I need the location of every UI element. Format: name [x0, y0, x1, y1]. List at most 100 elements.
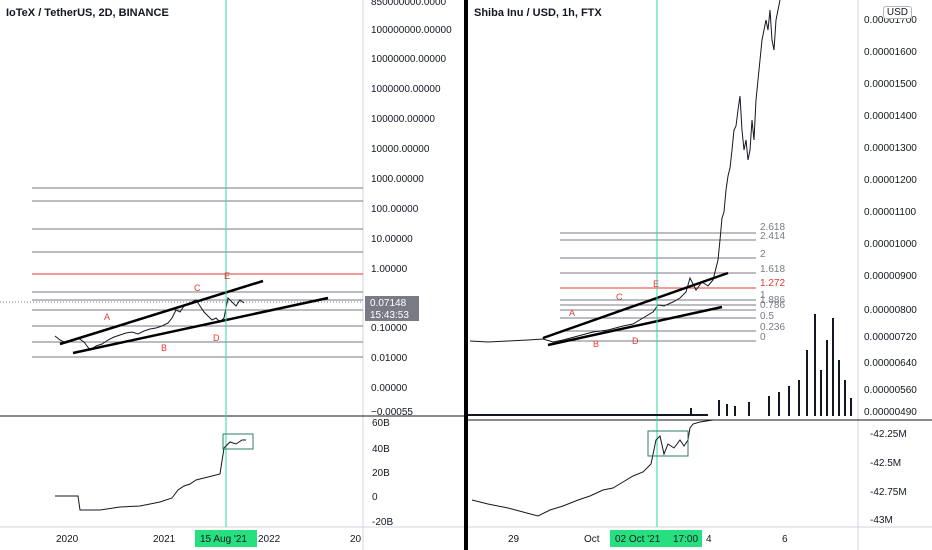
right-chart-canvas[interactable]: 2.618 2.414 2 1.618 1.272 1.886 0.786 0.… [468, 0, 932, 550]
volume-bar [806, 350, 808, 416]
fib-label: 1.618 [760, 264, 785, 275]
left-indicator-tick: 60B [372, 418, 390, 429]
left-countdown: 15:43:53 [370, 310, 409, 321]
point-label-e: E [224, 271, 230, 281]
left-price-tick: 1000000.00000 [371, 84, 441, 95]
point-label-e: E [653, 279, 659, 289]
left-indicator-highlight-box [222, 433, 254, 450]
point-label-d: D [632, 336, 639, 346]
fib-label: 0.5 [760, 311, 774, 322]
fib-label: 2.414 [760, 231, 785, 242]
left-price-tick: 100000.00000 [371, 114, 435, 125]
right-price-tick: 0.00000900 [864, 271, 917, 282]
right-indicator-tick: -42.75M [870, 487, 907, 498]
left-lower-trendline[interactable] [72, 296, 329, 355]
volume-bar [734, 406, 736, 416]
right-volume-bars [468, 314, 852, 416]
left-chart-canvas[interactable]: A B C D E 850000000.0000 100000000.00000… [0, 0, 464, 550]
right-indicator-highlight-box [647, 430, 689, 457]
fib-label: 2 [760, 249, 766, 260]
right-indicator-tick: -42.25M [870, 429, 907, 440]
left-upper-trendline[interactable] [59, 279, 264, 346]
right-upper-trendline[interactable] [542, 271, 729, 340]
volume-bar [788, 386, 790, 416]
left-indicator-tick: 0 [372, 492, 378, 503]
left-price-tick: 100000000.00000 [371, 25, 452, 36]
left-chart-pane[interactable]: A B C D E 850000000.0000 100000000.00000… [0, 0, 464, 550]
pane-divider[interactable] [464, 0, 468, 550]
fib-label: 0.786 [760, 300, 785, 311]
right-lower-trendline[interactable] [547, 305, 723, 347]
right-time-tick: 29 [508, 534, 520, 545]
right-price-tick: 0.00001100 [864, 207, 917, 218]
left-time-tick: 20 [350, 534, 362, 545]
volume-bar [768, 396, 770, 416]
volume-bar [820, 370, 822, 416]
right-crosshair-time: 17:00 [673, 534, 698, 545]
volume-baseline [468, 414, 708, 416]
left-indicator-series [55, 439, 246, 511]
right-time-tick: 6 [782, 534, 788, 545]
currency-badge[interactable]: USD [882, 6, 912, 19]
point-label-c: C [194, 283, 201, 293]
right-price-tick: 0.00000720 [864, 332, 917, 343]
right-price-tick: 0.00001600 [864, 47, 917, 58]
left-price-tick: 10.00000 [371, 234, 413, 245]
point-label-b: B [593, 339, 599, 349]
fib-label: 0.236 [760, 322, 785, 333]
right-price-tick: 0.00001700 [864, 15, 917, 26]
fib-label: 1 [760, 290, 766, 301]
point-label-c: C [616, 292, 623, 302]
right-chart-pane[interactable]: 2.618 2.414 2 1.618 1.272 1.886 0.786 0.… [468, 0, 932, 550]
left-chart-title[interactable]: IoTeX / TetherUS, 2D, BINANCE [6, 7, 169, 19]
left-price-tick: 100.00000 [371, 204, 419, 215]
left-indicator-tick: 20B [372, 468, 390, 479]
right-price-tick: 0.00000800 [864, 305, 917, 316]
left-indicator-tick: 40B [372, 444, 390, 455]
volume-bar [814, 314, 816, 416]
right-time-tick: 4 [706, 534, 712, 545]
volume-bar [826, 340, 828, 416]
left-last-price-badge [365, 296, 419, 321]
right-crosshair-date: 02 Oct '21 [615, 534, 661, 545]
right-time-tick: Oct [584, 534, 600, 545]
fib-label: 0 [760, 332, 766, 343]
right-price-tick: 0.00000560 [864, 385, 917, 396]
volume-bar [832, 318, 834, 416]
right-fib-levels [560, 232, 756, 342]
right-indicator-tick: -43M [870, 515, 893, 526]
right-price-tick: 0.00000640 [864, 358, 917, 369]
point-label-a: A [104, 312, 110, 322]
fib-label: 1.886 [760, 295, 785, 306]
left-price-tick: 10000000.00000 [371, 54, 447, 65]
point-label-d: D [213, 333, 220, 343]
volume-bar [748, 402, 750, 416]
volume-bar [798, 380, 800, 416]
volume-bar [718, 400, 720, 416]
right-crosshair-date-badge [610, 530, 702, 547]
left-time-tick: 2021 [153, 534, 176, 545]
left-time-tick: 2022 [258, 534, 281, 545]
right-price-tick: 0.00001500 [864, 79, 917, 90]
fib-label-red: 1.272 [760, 278, 785, 289]
fib-label: 2.618 [760, 222, 785, 233]
left-price-tick: −0.00055 [371, 407, 413, 418]
point-label-a: A [569, 308, 575, 318]
left-price-tick: 0.01000 [371, 353, 408, 364]
volume-bar [778, 392, 780, 416]
left-crosshair-date-badge [195, 530, 257, 547]
left-price-tick: 0.10000 [371, 323, 408, 334]
volume-bar [838, 360, 840, 416]
right-price-tick: 0.00000490 [864, 407, 917, 418]
right-price-tick: 0.00001000 [864, 239, 917, 250]
volume-bar [726, 404, 728, 416]
left-last-price: 0.07148 [370, 298, 407, 309]
left-time-tick: 2020 [56, 534, 79, 545]
right-price-tick: 0.00001200 [864, 175, 917, 186]
point-label-b: B [161, 343, 167, 353]
volume-bar [844, 380, 846, 416]
right-price-tick: 0.00001400 [864, 111, 917, 122]
right-chart-title[interactable]: Shiba Inu / USD, 1h, FTX [474, 7, 602, 19]
left-crosshair-date: 15 Aug '21 [200, 534, 247, 545]
left-price-tick: 1000.00000 [371, 174, 424, 185]
